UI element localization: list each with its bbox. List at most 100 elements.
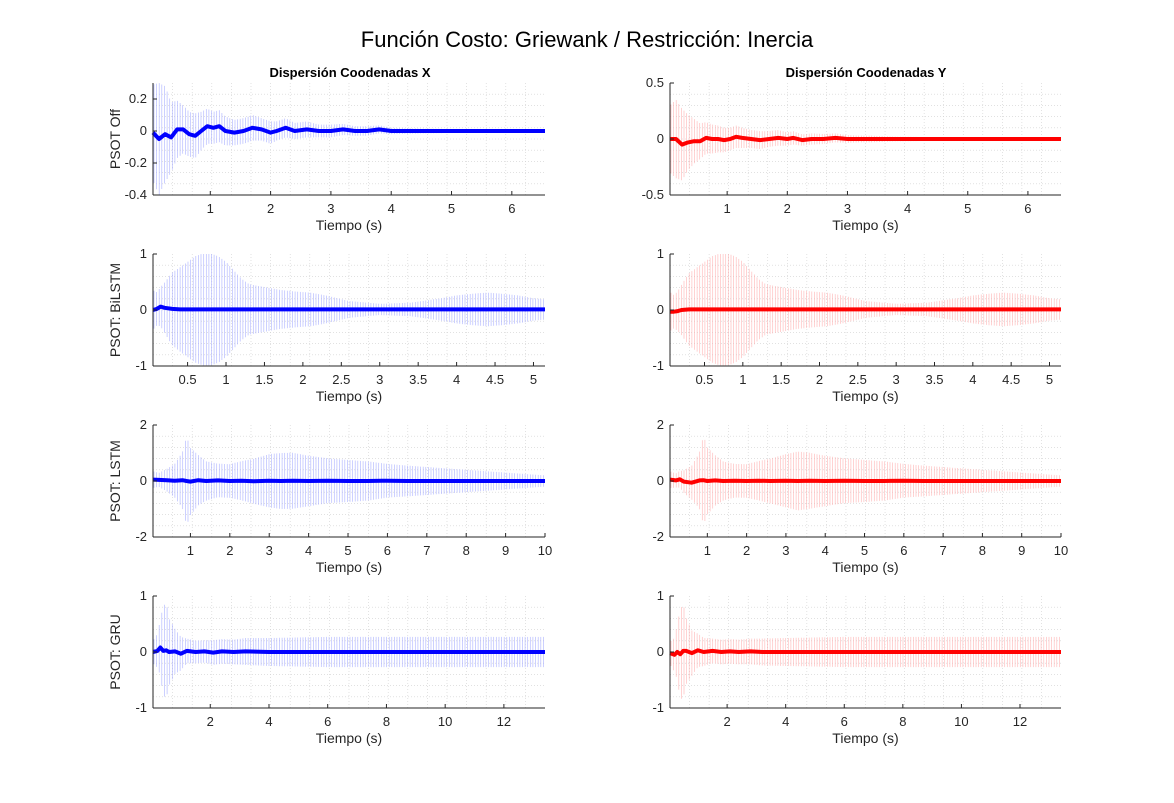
figure-title: Función Costo: Griewank / Restricción: I… (361, 27, 814, 52)
x-tick-label: 2 (723, 714, 730, 729)
x-tick-label: 4 (265, 714, 272, 729)
y-tick-label: 0 (140, 473, 147, 488)
x-tick-label: 2.5 (332, 372, 350, 387)
x-tick-label: 5 (964, 201, 971, 216)
y-tick-label: -0.4 (125, 187, 147, 202)
y-axis-label: PSOT: GRU (107, 614, 123, 689)
x-axis-label: Tiempo (s) (832, 730, 898, 746)
x-tick-label: 5 (448, 201, 455, 216)
y-tick-label: -1 (135, 700, 147, 715)
x-tick-label: 8 (979, 543, 986, 558)
x-tick-label: 1 (724, 201, 731, 216)
x-tick-label: 6 (324, 714, 331, 729)
dispersion-band (153, 254, 544, 366)
x-tick-label: 10 (538, 543, 552, 558)
grid (670, 254, 1061, 366)
x-tick-label: 3.5 (925, 372, 943, 387)
x-tick-label: 12 (497, 714, 511, 729)
y-tick-label: -0.2 (125, 155, 147, 170)
x-axis-label: Tiempo (s) (316, 388, 382, 404)
subplot-psot-bilstm-y: 0.5 1 1.5 2 2.5 3 3.5 4 4.5 5 -1 0 1 Tiempo (s) (652, 246, 1061, 404)
mean-line (669, 648, 1061, 657)
x-tick-label: 2 (207, 714, 214, 729)
x-tick-label: 3 (376, 372, 383, 387)
mean-line (152, 645, 545, 656)
x-tick-label: 6 (384, 543, 391, 558)
subplot-psot-off-y: 1 2 3 4 5 6 -0.5 0 0.5 Tiempo (s) (642, 75, 1061, 233)
x-tick-label: 10 (438, 714, 452, 729)
y-tick-label: 1 (657, 246, 664, 261)
y-tick-label: -1 (652, 358, 664, 373)
x-tick-label: 0.5 (179, 372, 197, 387)
x-tick-label: 0.5 (695, 372, 713, 387)
x-tick-label: 3 (782, 543, 789, 558)
mean-line (669, 477, 1061, 485)
mean-line (152, 477, 545, 484)
x-tick-label: 4 (388, 201, 395, 216)
x-tick-label: 7 (939, 543, 946, 558)
y-tick-label: -1 (135, 358, 147, 373)
y-tick-label: 2 (657, 417, 664, 432)
x-tick-label: 4 (904, 201, 911, 216)
grid (153, 254, 545, 366)
x-tick-label: 2.5 (849, 372, 867, 387)
y-tick-label: 0 (657, 302, 664, 317)
y-tick-label: -1 (652, 700, 664, 715)
x-axis-label: Tiempo (s) (832, 559, 898, 575)
x-tick-label: 9 (502, 543, 509, 558)
subplot-psot-bilstm-x: 0.5 1 1.5 2 2.5 3 3.5 4 4.5 5 -1 0 1 Tiempo (s) PSOT: … (107, 246, 545, 404)
x-tick-label: 6 (508, 201, 515, 216)
x-tick-label: 2 (226, 543, 233, 558)
subplot-psot-lstm-y: 1 2 3 4 5 6 7 8 9 10 -2 0 2 Tiempo (s) (652, 417, 1068, 575)
mean-line (670, 134, 1061, 147)
x-tick-label: 1 (704, 543, 711, 558)
x-tick-label: 2 (784, 201, 791, 216)
x-tick-label: 10 (1054, 543, 1068, 558)
mean-line (152, 304, 545, 312)
subplot-psot-lstm-x: 1 2 3 4 5 6 7 8 9 10 -2 0 2 Tiempo (s) PSOT: LSTM (107, 417, 552, 575)
mean-line (670, 307, 1061, 314)
column-title-y: Dispersión Coodenadas Y (786, 65, 947, 80)
x-tick-label: 6 (1024, 201, 1031, 216)
y-tick-label: 0 (657, 644, 664, 659)
subplot-psot-gru-x: 2 4 6 8 10 12 -1 0 1 Tiempo (s) PSOT: GRU (107, 588, 545, 746)
x-tick-label: 4 (822, 543, 829, 558)
y-tick-label: -2 (135, 529, 147, 544)
y-axis-label: PSOT Off (107, 109, 123, 169)
mean-line (151, 124, 545, 141)
x-tick-label: 3 (266, 543, 273, 558)
x-tick-label: 4 (969, 372, 976, 387)
x-tick-label: 8 (463, 543, 470, 558)
y-tick-label: 0.2 (129, 91, 147, 106)
grid (670, 596, 1061, 708)
x-tick-label: 5 (530, 372, 537, 387)
y-tick-label: 1 (657, 588, 664, 603)
x-axis-label: Tiempo (s) (832, 217, 898, 233)
x-tick-label: 1.5 (772, 372, 790, 387)
y-tick-label: -2 (652, 529, 664, 544)
x-tick-label: 4 (453, 372, 460, 387)
y-tick-label: 1 (140, 246, 147, 261)
x-tick-label: 5 (861, 543, 868, 558)
x-tick-label: 1 (207, 201, 214, 216)
x-tick-label: 3 (327, 201, 334, 216)
subplot-psot-off-x: 1 2 3 4 5 6 -0.4 -0.2 0 0.2 Tiempo (s) PSOT Off (107, 83, 545, 233)
x-tick-label: 4 (782, 714, 789, 729)
x-tick-label: 6 (841, 714, 848, 729)
x-tick-label: 1 (187, 543, 194, 558)
y-tick-label: 2 (140, 417, 147, 432)
x-tick-label: 9 (1018, 543, 1025, 558)
column-title-x: Dispersión Coodenadas X (269, 65, 430, 80)
x-tick-label: 2 (267, 201, 274, 216)
y-tick-label: -0.5 (642, 187, 664, 202)
y-tick-label: 0 (140, 302, 147, 317)
x-tick-label: 1 (222, 372, 229, 387)
x-tick-label: 8 (383, 714, 390, 729)
x-tick-label: 8 (899, 714, 906, 729)
y-tick-label: 0 (140, 644, 147, 659)
x-tick-label: 10 (954, 714, 968, 729)
x-tick-label: 5 (344, 543, 351, 558)
x-tick-label: 4 (305, 543, 312, 558)
